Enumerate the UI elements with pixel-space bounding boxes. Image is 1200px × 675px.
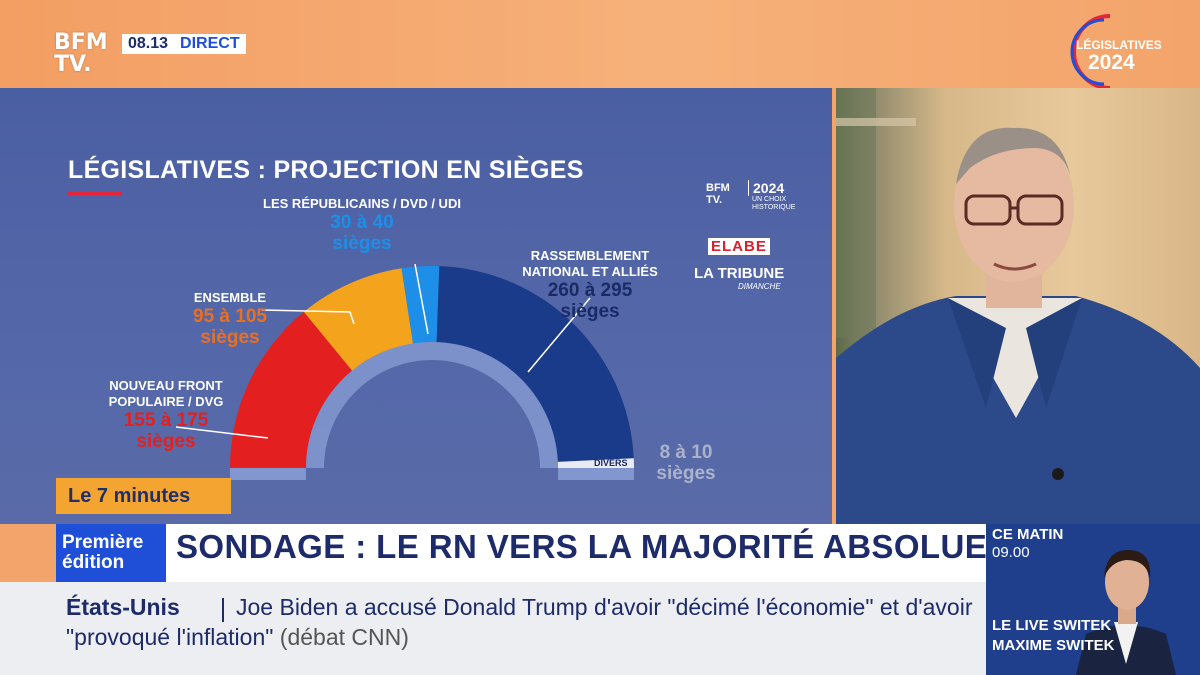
leader-line-2 — [414, 263, 429, 335]
time-live-badge: 08.13 DIRECT — [122, 34, 246, 54]
headline-bar — [56, 524, 986, 582]
seats-range-divers: 8 à 10 — [659, 442, 713, 463]
ticker-text: Joe Biden a accusé Donald Trump d'avoir … — [66, 594, 973, 650]
hemicycle-arc-0 — [230, 311, 353, 468]
bfmtv-logo: BFM TV. — [54, 32, 114, 84]
live-label: DIRECT — [180, 35, 240, 52]
label-lr: LES RÉPUBLICAINS / DVD / UDI 30 à 40 siè… — [262, 196, 462, 254]
seats-unit-divers: sièges — [656, 463, 716, 484]
badge-ring-icon — [1070, 14, 1111, 90]
guest-illustration — [836, 88, 1200, 524]
hemicycle-base-right — [558, 468, 634, 480]
promo-show: LE LIVE SWITEK MAXIME SWITEK — [992, 616, 1115, 656]
hemicycle-inner-ring — [306, 342, 558, 468]
logo-line-1: BFM — [54, 30, 108, 55]
graphic-title: LÉGISLATIVES : PROJECTION EN SIÈGES — [68, 156, 584, 184]
badge-year: 2024 — [1088, 51, 1135, 74]
title-underline — [68, 192, 122, 195]
pollster-logo: ELABE — [708, 238, 770, 255]
projection-graphic: LÉGISLATIVES : PROJECTION EN SIÈGES DIVE… — [0, 88, 832, 524]
hemicycle-chart: DIVERS — [175, 263, 634, 480]
promo-show-name: LE LIVE SWITEK — [992, 617, 1112, 634]
leader-line-1 — [261, 309, 355, 325]
sources-block: BFM TV. 2024 UN CHOIX HISTORIQUE ELABE L… — [690, 176, 802, 296]
seats-range-nfp: 155 à 175 — [123, 410, 209, 431]
seats-range-lr: 30 à 40 — [330, 212, 394, 233]
divers-arc-label: DIVERS — [594, 458, 628, 468]
ticker-tag: États-Unis — [66, 594, 180, 620]
logo-line-2: TV. — [54, 52, 92, 77]
presenter-illustration — [1076, 550, 1176, 675]
promo-when: CE MATIN 09.00 — [992, 526, 1063, 562]
hemicycle-arc-1 — [303, 268, 414, 371]
promo-label: CE MATIN — [992, 526, 1064, 543]
sources-year-sub: UN CHOIX HISTORIQUE — [752, 196, 796, 211]
party-name-lr: LES RÉPUBLICAINS / DVD / UDI — [263, 196, 461, 211]
leader-line-0 — [175, 426, 269, 439]
leader-line-3 — [527, 297, 591, 373]
hemicycle-base-left — [230, 468, 306, 480]
newspaper-sub: DIMANCHE — [738, 282, 781, 291]
headline-text: SONDAGE : LE RN VERS LA MAJORITÉ ABSOLUE… — [176, 528, 1018, 565]
party-name-rn: RASSEMBLEMENT NATIONAL ET ALLIÉS — [522, 248, 658, 279]
studio-guest-shot — [836, 88, 1200, 524]
seats-range-rn: 260 à 295 — [547, 280, 633, 301]
promo-hour: 09.00 — [992, 544, 1030, 561]
clock-time: 08.13 — [128, 35, 169, 52]
ticker-source: (débat CNN) — [279, 624, 409, 650]
label-rn: RASSEMBLEMENT NATIONAL ET ALLIÉS 260 à 2… — [520, 248, 660, 322]
sources-bfm-line2: TV. — [706, 194, 723, 206]
label-ensemble: ENSEMBLE 95 à 105 sièges — [180, 290, 280, 348]
seats-unit-rn: sièges — [560, 301, 620, 322]
hemicycle-arc-2 — [401, 266, 440, 344]
show-tag-line2: édition — [62, 552, 125, 573]
sources-year: 2024 — [748, 180, 784, 196]
seats-unit-ensemble: sièges — [200, 327, 260, 348]
ticker-body: Joe Biden a accusé Donald Trump d'avoir … — [66, 592, 986, 652]
seats-unit-nfp: sièges — [136, 431, 196, 452]
show-tag: Première édition — [56, 524, 166, 582]
promo-host-name: MAXIME SWITEK — [992, 637, 1115, 654]
show-tag-line1: Première — [62, 532, 144, 553]
party-name-ensemble: ENSEMBLE — [193, 290, 267, 305]
hemicycle-arc-4 — [557, 458, 634, 468]
sources-bfm-line1: BFM — [706, 182, 730, 194]
next-show-promo — [986, 524, 1200, 675]
legislatives-2024-badge: LÉGISLATIVES 2024 — [1048, 10, 1178, 90]
label-nfp: NOUVEAU FRONT POPULAIRE / DVG 155 à 175 … — [96, 378, 236, 452]
segment-tag: Le 7 minutes — [56, 478, 231, 514]
sources-bfm-logo: BFM TV. — [690, 176, 730, 206]
ticker-separator — [222, 598, 224, 622]
news-ticker — [0, 582, 990, 675]
seats-unit-lr: sièges — [332, 233, 392, 254]
badge-label: LÉGISLATIVES — [1076, 38, 1162, 52]
party-name-nfp: NOUVEAU FRONT POPULAIRE / DVG — [108, 378, 224, 409]
seats-range-ensemble: 95 à 105 — [193, 306, 267, 327]
label-divers-seats: 8 à 10 sièges — [646, 442, 726, 484]
newspaper-logo: LA TRIBUNE — [694, 265, 785, 282]
